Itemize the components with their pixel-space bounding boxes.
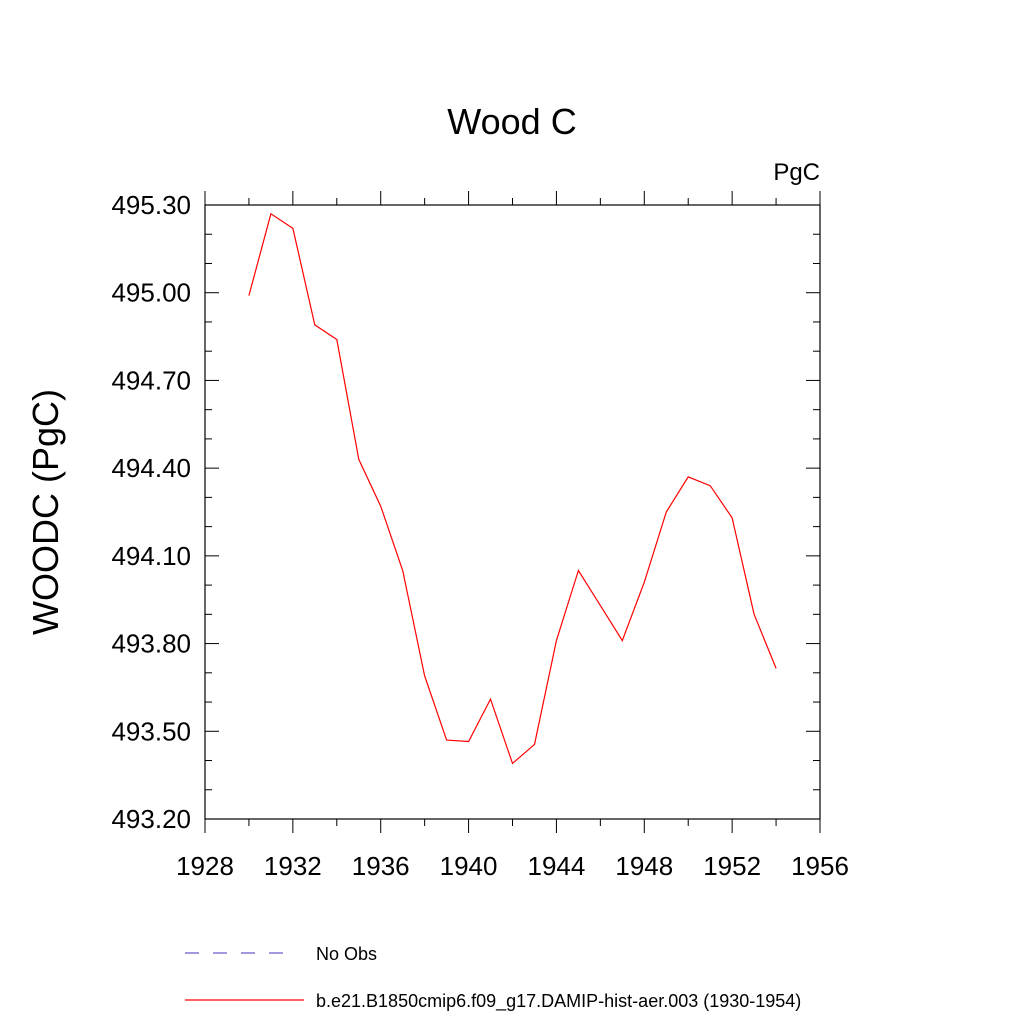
x-tick-label: 1936 bbox=[352, 851, 410, 881]
y-tick-label: 495.00 bbox=[111, 278, 191, 308]
legend-label-1: b.e21.B1850cmip6.f09_g17.DAMIP-hist-aer.… bbox=[316, 991, 801, 1012]
x-tick-label: 1956 bbox=[791, 851, 849, 881]
x-axis: 1928 1932 1936 1940 1944 1948 1952 1956 bbox=[176, 191, 849, 881]
y-tick-label: 494.40 bbox=[111, 453, 191, 483]
x-tick-label: 1952 bbox=[703, 851, 761, 881]
y-axis-label: WOODC (PgC) bbox=[25, 389, 66, 635]
x-tick-label: 1944 bbox=[528, 851, 586, 881]
series-line-1 bbox=[248, 212, 777, 765]
y-tick-label: 494.10 bbox=[111, 541, 191, 571]
x-tick-label: 1948 bbox=[615, 851, 673, 881]
x-tick-label: 1940 bbox=[440, 851, 498, 881]
y-tick-label: 493.50 bbox=[111, 716, 191, 746]
y-tick-label: 495.30 bbox=[111, 190, 191, 220]
y-tick-label: 493.80 bbox=[111, 629, 191, 659]
chart-title: Wood C bbox=[447, 101, 576, 142]
y-tick-label: 494.70 bbox=[111, 365, 191, 395]
series-lines bbox=[248, 212, 777, 765]
legend-label-0: No Obs bbox=[316, 944, 377, 964]
y-tick-label: 493.20 bbox=[111, 804, 191, 834]
units-label: PgC bbox=[773, 159, 820, 186]
x-tick-label: 1928 bbox=[176, 851, 234, 881]
x-tick-label: 1932 bbox=[264, 851, 322, 881]
legend: No Obs b.e21.B1850cmip6.f09_g17.DAMIP-his… bbox=[185, 944, 801, 1012]
y-axis: 493.20 493.50 493.80 494.10 494.40 494.70 495.… bbox=[111, 190, 820, 834]
